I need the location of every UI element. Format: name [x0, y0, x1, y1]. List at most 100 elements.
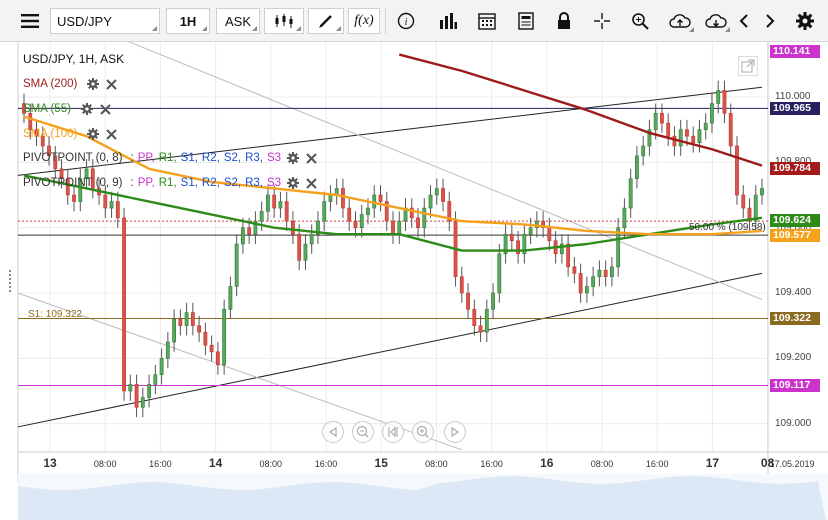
candle-body	[90, 168, 95, 189]
crosshair-button[interactable]	[590, 8, 614, 34]
settings-button[interactable]	[792, 8, 818, 34]
upload-button[interactable]	[664, 8, 696, 34]
volume-button[interactable]	[436, 8, 460, 34]
candle	[403, 198, 408, 231]
candle	[259, 201, 264, 231]
panel-resize-handle[interactable]	[9, 270, 13, 292]
indicator-label[interactable]: SMA (55)	[23, 103, 71, 115]
candle	[566, 234, 571, 277]
expand-button[interactable]	[738, 56, 758, 76]
candle	[422, 198, 427, 238]
candle-body	[559, 243, 564, 255]
chart-type-button[interactable]	[264, 8, 304, 34]
candle-body	[678, 129, 683, 147]
time-axis: 13 08:00 16:00 14 08:00 16:00 15 08:00 16:00 16 08…	[43, 456, 814, 470]
info-button[interactable]: i	[394, 8, 418, 34]
candle	[547, 217, 552, 251]
gear-icon[interactable]	[80, 103, 93, 115]
candle-body	[647, 129, 652, 147]
channel-upper-line	[17, 86, 763, 176]
pivot-label[interactable]: PIVOTPOINT (0, 8)	[23, 152, 123, 164]
indicator-label[interactable]: SMA (100)	[23, 128, 78, 140]
candle-body	[165, 341, 170, 359]
candle	[678, 119, 683, 156]
candle-body	[584, 286, 589, 294]
candle-body	[728, 113, 733, 147]
nav-zoom-in-button[interactable]	[412, 421, 434, 443]
candle	[703, 113, 708, 140]
candle	[616, 217, 621, 277]
candle	[109, 191, 114, 218]
draw-tool-button[interactable]	[308, 8, 344, 34]
symbol-label: USD/JPY	[57, 13, 112, 29]
candle	[22, 93, 26, 124]
gear-icon[interactable]	[87, 128, 100, 140]
candle	[203, 322, 208, 356]
close-icon[interactable]	[306, 177, 317, 189]
gear-icon[interactable]	[87, 78, 100, 90]
scroll-left-button[interactable]	[736, 8, 752, 34]
news-button[interactable]	[514, 8, 538, 34]
gear-icon[interactable]	[287, 152, 300, 164]
time-tick-label: 17	[706, 456, 720, 470]
symbol-selector[interactable]: USD/JPY	[50, 8, 160, 34]
time-tick-label: 16:00	[646, 459, 669, 469]
candle-body	[403, 207, 408, 222]
close-icon[interactable]	[106, 128, 118, 140]
candle	[591, 266, 596, 297]
candle	[147, 374, 151, 408]
nav-zoom-out-button[interactable]	[352, 421, 374, 443]
triangle-left-icon	[328, 426, 337, 438]
close-icon[interactable]	[306, 152, 317, 164]
indicators-button[interactable]: f(x)	[348, 8, 380, 34]
candle-body	[228, 286, 233, 310]
candle	[78, 168, 83, 212]
chevron-right-icon	[766, 14, 775, 28]
close-icon[interactable]	[106, 78, 118, 90]
zoom-button[interactable]	[628, 8, 652, 34]
reset-icon	[388, 426, 398, 438]
pencil-icon	[319, 15, 332, 28]
candle-body	[78, 178, 83, 202]
price-tick-label: 109.600	[775, 221, 812, 233]
price-tick-label: 110.000	[775, 91, 811, 102]
price-chart[interactable]: 13 08:00 16:00 14 08:00 16:00 15 08:00 16:00 16 08…	[0, 42, 828, 520]
gray-trend-line-upper	[128, 42, 763, 300]
price-type-selector[interactable]: ASK	[216, 8, 260, 34]
nav-forward-button[interactable]	[444, 421, 466, 443]
candle-body	[234, 243, 239, 287]
candle	[391, 211, 395, 244]
candle-body	[697, 129, 702, 144]
nav-back-button[interactable]	[322, 421, 344, 443]
time-tick-label: 08:00	[94, 459, 117, 469]
timeframe-selector[interactable]: 1H	[166, 8, 210, 34]
candle	[509, 224, 514, 251]
lock-button[interactable]	[552, 8, 576, 34]
candle	[491, 283, 495, 320]
candle-body	[397, 220, 402, 235]
cloud-upload-icon	[669, 14, 691, 28]
nav-reset-button[interactable]	[382, 421, 404, 443]
scroll-right-button[interactable]	[762, 8, 778, 34]
pivot-level-label: S3	[267, 177, 282, 189]
pivot-indicator-row: PIVOTPOINT (0, 9): PP, R1, S1, R2, S2, R3, S3	[23, 174, 317, 192]
candle-body	[309, 233, 314, 245]
candle	[65, 168, 70, 205]
candle	[359, 204, 364, 238]
candle	[347, 198, 352, 231]
candle-body	[316, 220, 320, 235]
candle-body	[503, 233, 508, 255]
gear-icon[interactable]	[287, 177, 300, 189]
menu-icon[interactable]	[16, 8, 44, 34]
pivot-label[interactable]: PIVOTPOINT (0, 9)	[23, 177, 123, 189]
pivot-level-label: PP,	[137, 177, 155, 189]
pivot-level-label: S2,	[223, 177, 242, 189]
close-icon[interactable]	[100, 103, 111, 115]
calendar-button[interactable]	[474, 8, 500, 34]
pivot-separator: :	[130, 177, 134, 189]
candle	[635, 146, 639, 189]
download-button[interactable]	[700, 8, 732, 34]
pivot-level-label: S2,	[223, 152, 242, 164]
candle-body	[516, 240, 520, 255]
indicator-label[interactable]: SMA (200)	[23, 78, 78, 90]
